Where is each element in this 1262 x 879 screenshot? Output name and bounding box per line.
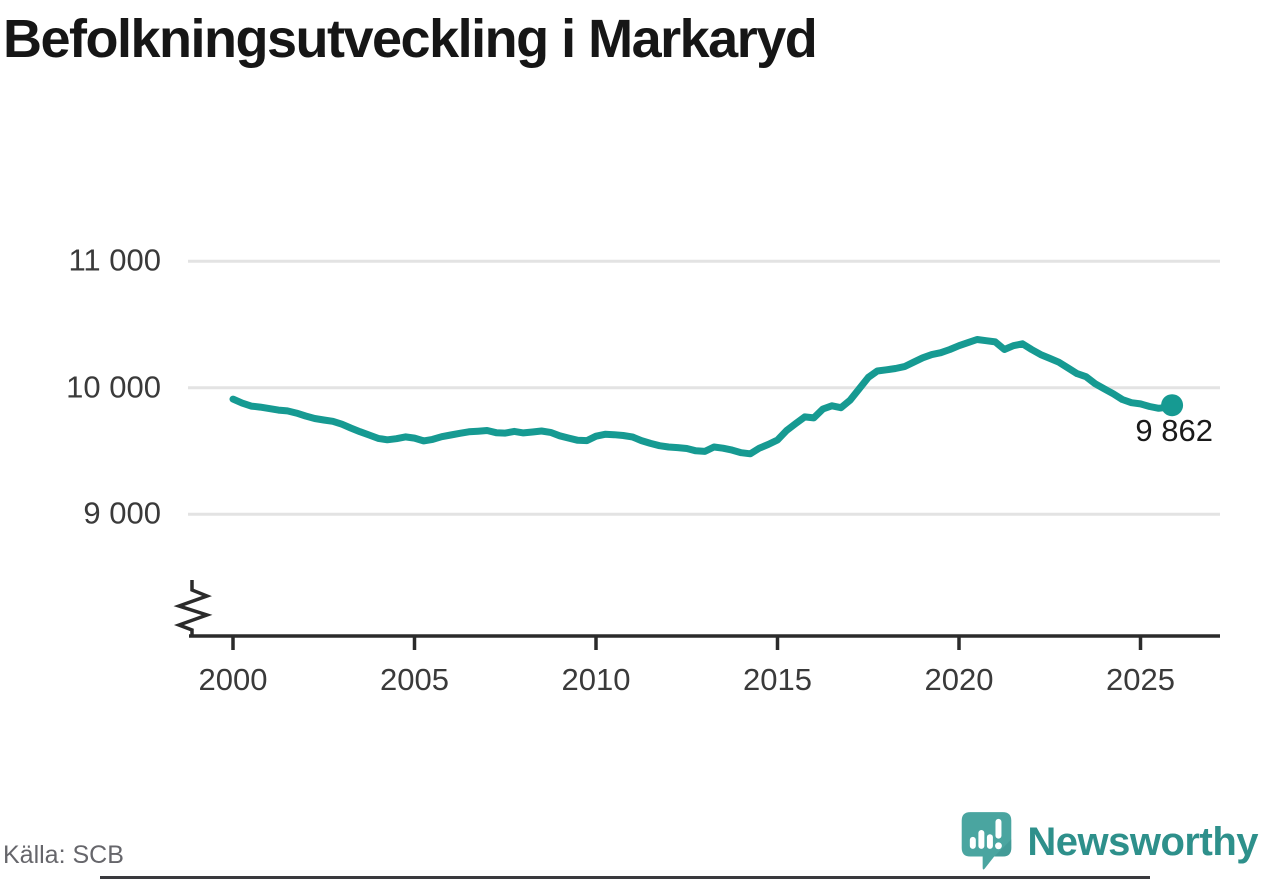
y-axis-break-icon [173,580,213,637]
population-line [229,336,1176,458]
x-tick-label: 2005 [380,662,449,697]
source-label: Källa: SCB [3,841,124,869]
x-tick-label: 2000 [198,662,268,697]
x-tick-label: 2015 [743,662,812,697]
bottom-edge-bar [100,876,1150,879]
newsworthy-logo-icon [962,812,1012,870]
end-point-marker [1161,394,1184,417]
newsworthy-logo[interactable]: Newsworthy [960,810,1258,874]
y-tick-label: 9 000 [83,495,161,531]
end-point-label: 9 862 [1135,413,1213,448]
bar-chart-glyph [970,818,1003,850]
newsworthy-logo-text: Newsworthy [1027,819,1258,864]
x-tick-label: 2020 [924,662,994,697]
x-tick-label: 2025 [1106,662,1175,697]
x-tick-label: 2010 [561,662,631,697]
y-tick-label: 11 000 [68,242,161,278]
y-tick-label: 10 000 [66,369,161,405]
page-title: Befolkningsutveckling i Markaryd [3,9,818,69]
